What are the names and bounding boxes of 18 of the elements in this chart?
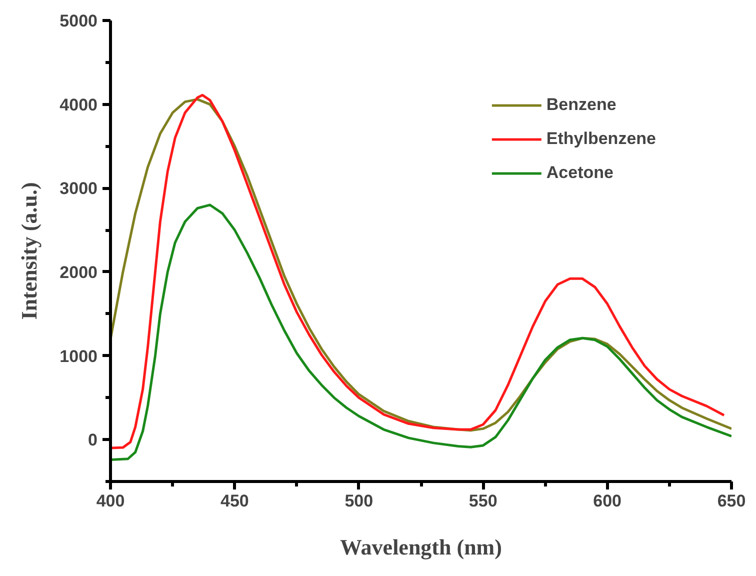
legend-label: Benzene [546, 95, 616, 115]
x-tick-label: 400 [96, 492, 125, 510]
x-tick-label: 500 [344, 492, 374, 510]
y-tick-label: 2000 [60, 262, 98, 282]
y-tick-label: 3000 [60, 179, 98, 198]
legend-label: Ethylbenzene [546, 129, 656, 149]
y-tick-label: 5000 [60, 12, 98, 30]
y-tick-label: 1000 [60, 346, 98, 366]
x-tick-label: 600 [593, 492, 622, 510]
y-tick-label: 4000 [60, 95, 98, 114]
x-tick-label: 550 [468, 492, 498, 510]
x-axis-title: Wavelength (nm) [340, 534, 502, 560]
y-tick-label: 0 [88, 430, 98, 450]
x-tick-label: 450 [220, 492, 249, 510]
line-series [110, 204, 732, 461]
legend-label: Acetone [546, 163, 614, 183]
x-tick-label: 650 [717, 492, 746, 510]
y-axis-title: Intensity (a.u.) [16, 182, 42, 320]
